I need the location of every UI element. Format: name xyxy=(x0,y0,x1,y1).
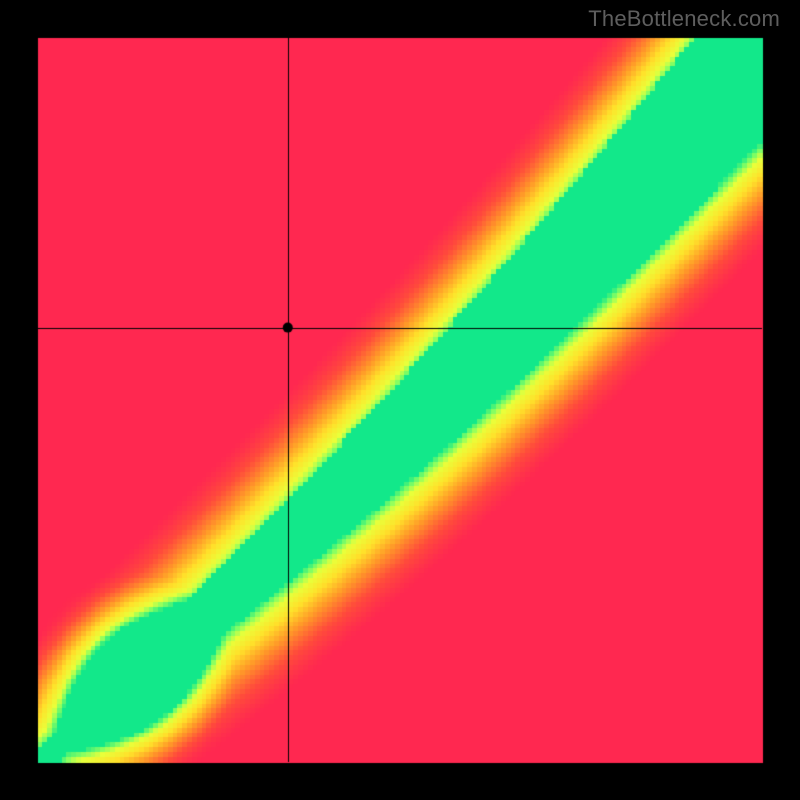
chart-container: TheBottleneck.com xyxy=(0,0,800,800)
watermark-label: TheBottleneck.com xyxy=(588,6,780,32)
bottleneck-heatmap xyxy=(0,0,800,800)
